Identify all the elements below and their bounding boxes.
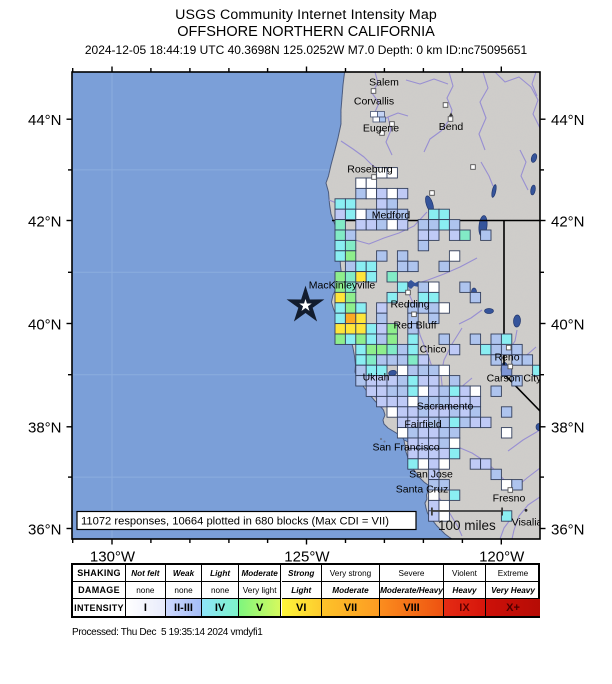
svg-text:38°N: 38°N (28, 420, 62, 437)
svg-text:Chico: Chico (420, 344, 447, 356)
svg-text:Medford: Medford (372, 210, 411, 222)
svg-text:36°N: 36°N (28, 521, 62, 538)
svg-text:42°N: 42°N (28, 213, 62, 230)
svg-text:Reno: Reno (494, 352, 519, 364)
svg-text:Salem: Salem (369, 77, 399, 89)
svg-text:Carson City: Carson City (487, 373, 543, 385)
svg-text:Redding: Redding (390, 299, 429, 311)
svg-text:Ukiah: Ukiah (363, 372, 390, 384)
svg-text:38°N: 38°N (551, 420, 585, 437)
svg-text:Santa Cruz: Santa Cruz (396, 484, 449, 496)
svg-text:130°W: 130°W (90, 548, 136, 565)
svg-text:San Jose: San Jose (409, 469, 453, 481)
svg-text:Roseburg: Roseburg (347, 164, 393, 176)
svg-text:40°N: 40°N (28, 316, 62, 333)
svg-text:36°N: 36°N (551, 521, 585, 538)
svg-text:Red Bluff: Red Bluff (394, 320, 437, 332)
svg-text:125°W: 125°W (284, 548, 330, 565)
svg-text:Sacramento: Sacramento (417, 401, 474, 413)
svg-text:Visalia: Visalia (512, 517, 543, 529)
svg-text:100 miles: 100 miles (438, 518, 496, 533)
svg-text:Bend: Bend (439, 121, 464, 133)
svg-text:Eugene: Eugene (363, 123, 399, 135)
svg-text:Fairfield: Fairfield (404, 419, 442, 431)
svg-text:40°N: 40°N (551, 316, 585, 333)
svg-text:44°N: 44°N (551, 112, 585, 129)
svg-text:44°N: 44°N (28, 112, 62, 129)
svg-text:MacKinleyville: MacKinleyville (309, 280, 376, 292)
svg-text:42°N: 42°N (551, 213, 585, 230)
svg-text:San Francisco: San Francisco (372, 442, 439, 454)
svg-text:120°W: 120°W (479, 548, 525, 565)
svg-text:Fresno: Fresno (493, 493, 526, 505)
svg-text:11072 responses, 10664 plotted: 11072 responses, 10664 plotted in 680 bl… (81, 516, 389, 528)
svg-text:Corvallis: Corvallis (354, 96, 394, 108)
